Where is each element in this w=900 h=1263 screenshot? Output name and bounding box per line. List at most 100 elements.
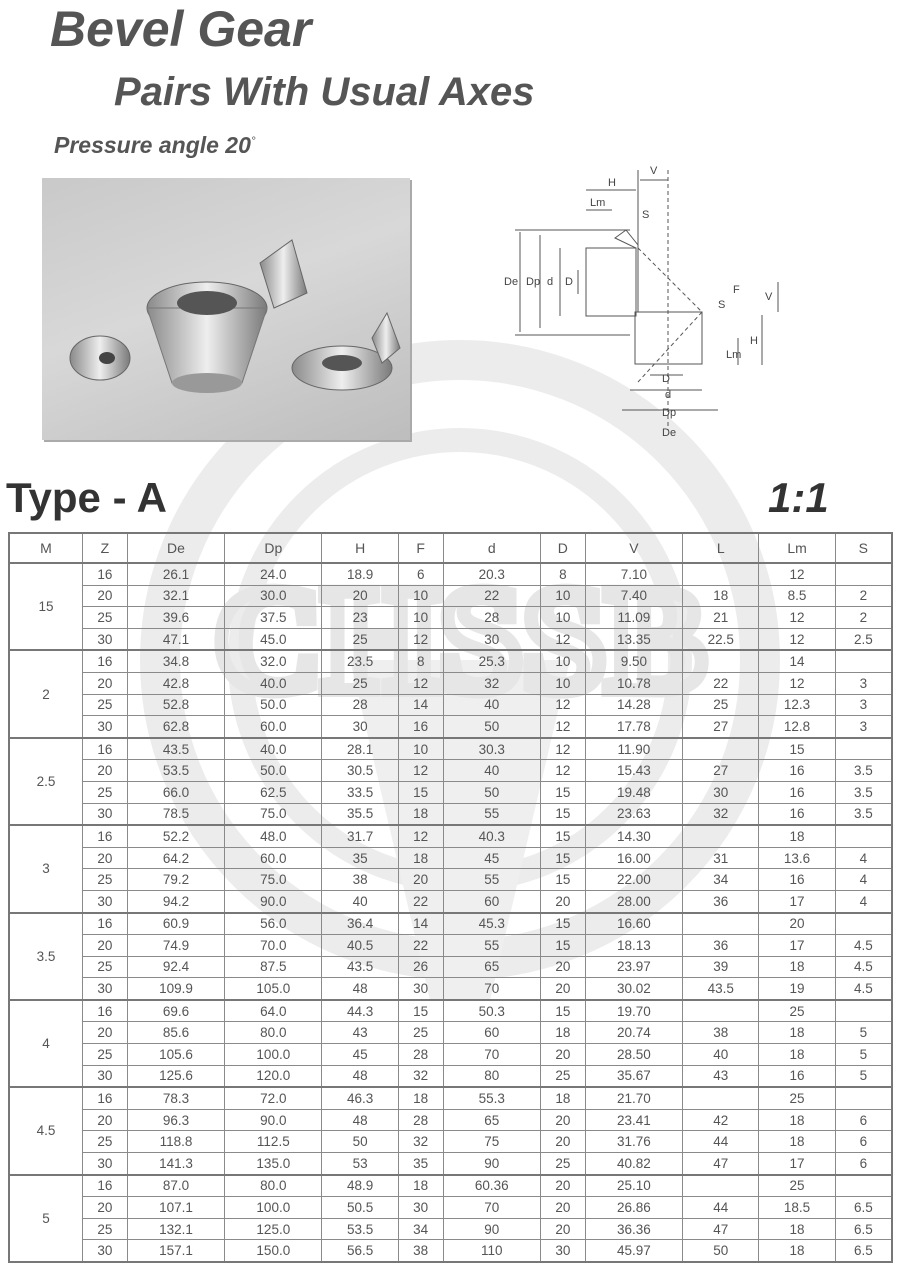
cell-l: [682, 999, 760, 1023]
table-row: 30 94.2 90.0 40 22 60 20 28.00 36 17 4: [9, 889, 893, 914]
cell-d: 20: [539, 1174, 586, 1198]
cell-d: 15: [539, 868, 586, 891]
dim-label: De: [504, 276, 518, 288]
module-cell: 5: [8, 1174, 83, 1263]
table-row: 20 32.1 30.0 20 10 22 10 7.40 18 8.5 2: [9, 584, 893, 608]
cell-lm: 18: [758, 1043, 836, 1066]
cell-d: 55: [442, 802, 541, 827]
cell-v: 11.09: [584, 606, 684, 629]
cell-z: 20: [82, 1108, 128, 1132]
cell-d: 10: [539, 671, 586, 695]
cell-d: 60.36: [442, 1174, 541, 1198]
cell-z: 16: [82, 824, 128, 848]
cell-v: 36.36: [584, 1217, 684, 1241]
cell-lm: 25: [758, 1086, 836, 1110]
cell-z: 25: [82, 955, 128, 979]
cell-h: 48: [321, 1108, 399, 1132]
cell-s: 5: [834, 1021, 893, 1045]
cell-dp: 40.0: [224, 671, 323, 695]
cell-v: 28.50: [584, 1043, 684, 1066]
cell-l: [682, 562, 760, 586]
cell-l: 43: [682, 1064, 760, 1089]
cell-dp: 32.0: [224, 649, 323, 673]
cell-l: 40: [682, 1043, 760, 1066]
column-header-d: d: [442, 532, 541, 564]
cell-f: 38: [397, 1239, 444, 1263]
cell-z: 16: [82, 1086, 128, 1110]
cell-lm: 16: [758, 802, 836, 827]
cell-f: 30: [397, 1196, 444, 1219]
cell-f: 14: [397, 693, 444, 717]
cell-lm: 8.5: [758, 584, 836, 608]
cell-z: 16: [82, 911, 128, 936]
cell-h: 50.5: [321, 1196, 399, 1219]
dim-label: Dp: [526, 276, 540, 288]
cell-d: 50: [442, 780, 541, 804]
column-header-l: L: [682, 532, 760, 564]
cell-f: 30: [397, 977, 444, 1001]
cell-v: 9.50: [584, 649, 684, 673]
table-row: 4.5 16 78.3 72.0 46.3 18 55.3 18 21.70 25: [8, 1086, 893, 1176]
cell-lm: 12.8: [758, 715, 836, 739]
cell-lm: 17: [758, 889, 836, 914]
table-row: 20 42.8 40.0 25 12 32 10 10.78 22 12 3: [9, 671, 893, 695]
cell-de: 109.9: [126, 977, 226, 1001]
cell-lm: 15: [758, 737, 836, 761]
cell-lm: 18: [758, 1108, 836, 1132]
cell-d: 90: [442, 1152, 541, 1176]
cell-l: [682, 911, 760, 936]
cell-z: 30: [82, 1152, 128, 1176]
cell-d: 28: [442, 606, 541, 629]
cell-z: 16: [82, 737, 128, 761]
cell-de: 107.1: [126, 1196, 226, 1219]
cell-l: 25: [682, 693, 760, 717]
cell-v: 19.48: [584, 780, 684, 804]
cell-de: 92.4: [126, 955, 226, 979]
cell-l: 22: [682, 671, 760, 695]
cell-d: 15: [539, 846, 586, 870]
cell-d: 20: [539, 1108, 586, 1132]
cell-d: 32: [442, 671, 541, 695]
cell-s: 2: [834, 606, 893, 629]
cell-d: 15: [539, 999, 586, 1023]
cell-dp: 24.0: [224, 562, 323, 586]
cell-de: 53.5: [126, 759, 226, 782]
table-row: 30 157.1 150.0 56.5 38 110 30 45.97 50 18 6.5: [9, 1239, 893, 1263]
cell-l: [682, 1086, 760, 1110]
cell-f: 28: [397, 1043, 444, 1066]
cell-d: 30.3: [442, 737, 541, 761]
cell-d: 40: [442, 693, 541, 717]
cell-f: 20: [397, 868, 444, 891]
module-cell: 4: [8, 999, 83, 1089]
table-row: 25 105.6 100.0 45 28 70 20 28.50 40 18 5: [9, 1043, 893, 1066]
cell-v: 18.13: [584, 934, 684, 957]
cell-lm: 12: [758, 562, 836, 586]
cell-d: 70: [442, 1196, 541, 1219]
cell-s: 4.5: [834, 934, 893, 957]
cell-f: 25: [397, 1021, 444, 1045]
cell-h: 23.5: [321, 649, 399, 673]
cell-de: 52.8: [126, 693, 226, 717]
cell-d: 25: [539, 1152, 586, 1176]
cell-h: 53.5: [321, 1217, 399, 1241]
cell-h: 28: [321, 693, 399, 717]
cell-d: 75: [442, 1130, 541, 1154]
cell-d: 55.3: [442, 1086, 541, 1110]
cell-dp: 135.0: [224, 1152, 323, 1176]
cell-de: 43.5: [126, 737, 226, 761]
cell-z: 16: [82, 562, 128, 586]
cell-dp: 40.0: [224, 737, 323, 761]
cell-d: 20: [539, 977, 586, 1001]
table-row: 20 96.3 90.0 48 28 65 20 23.41 42 18 6: [9, 1108, 893, 1132]
cell-lm: 12: [758, 627, 836, 652]
module-cell: 2: [8, 649, 83, 739]
cell-f: 8: [397, 649, 444, 673]
cell-d: 60: [442, 1021, 541, 1045]
module-cell: 15: [8, 562, 83, 652]
table-row: 4 16 69.6 64.0 44.3 15 50.3 15 19.70 25: [8, 999, 893, 1089]
cell-f: 18: [397, 1086, 444, 1110]
cell-l: 36: [682, 934, 760, 957]
cell-d: 25.3: [442, 649, 541, 673]
cell-z: 20: [82, 1021, 128, 1045]
cell-z: 25: [82, 1043, 128, 1066]
